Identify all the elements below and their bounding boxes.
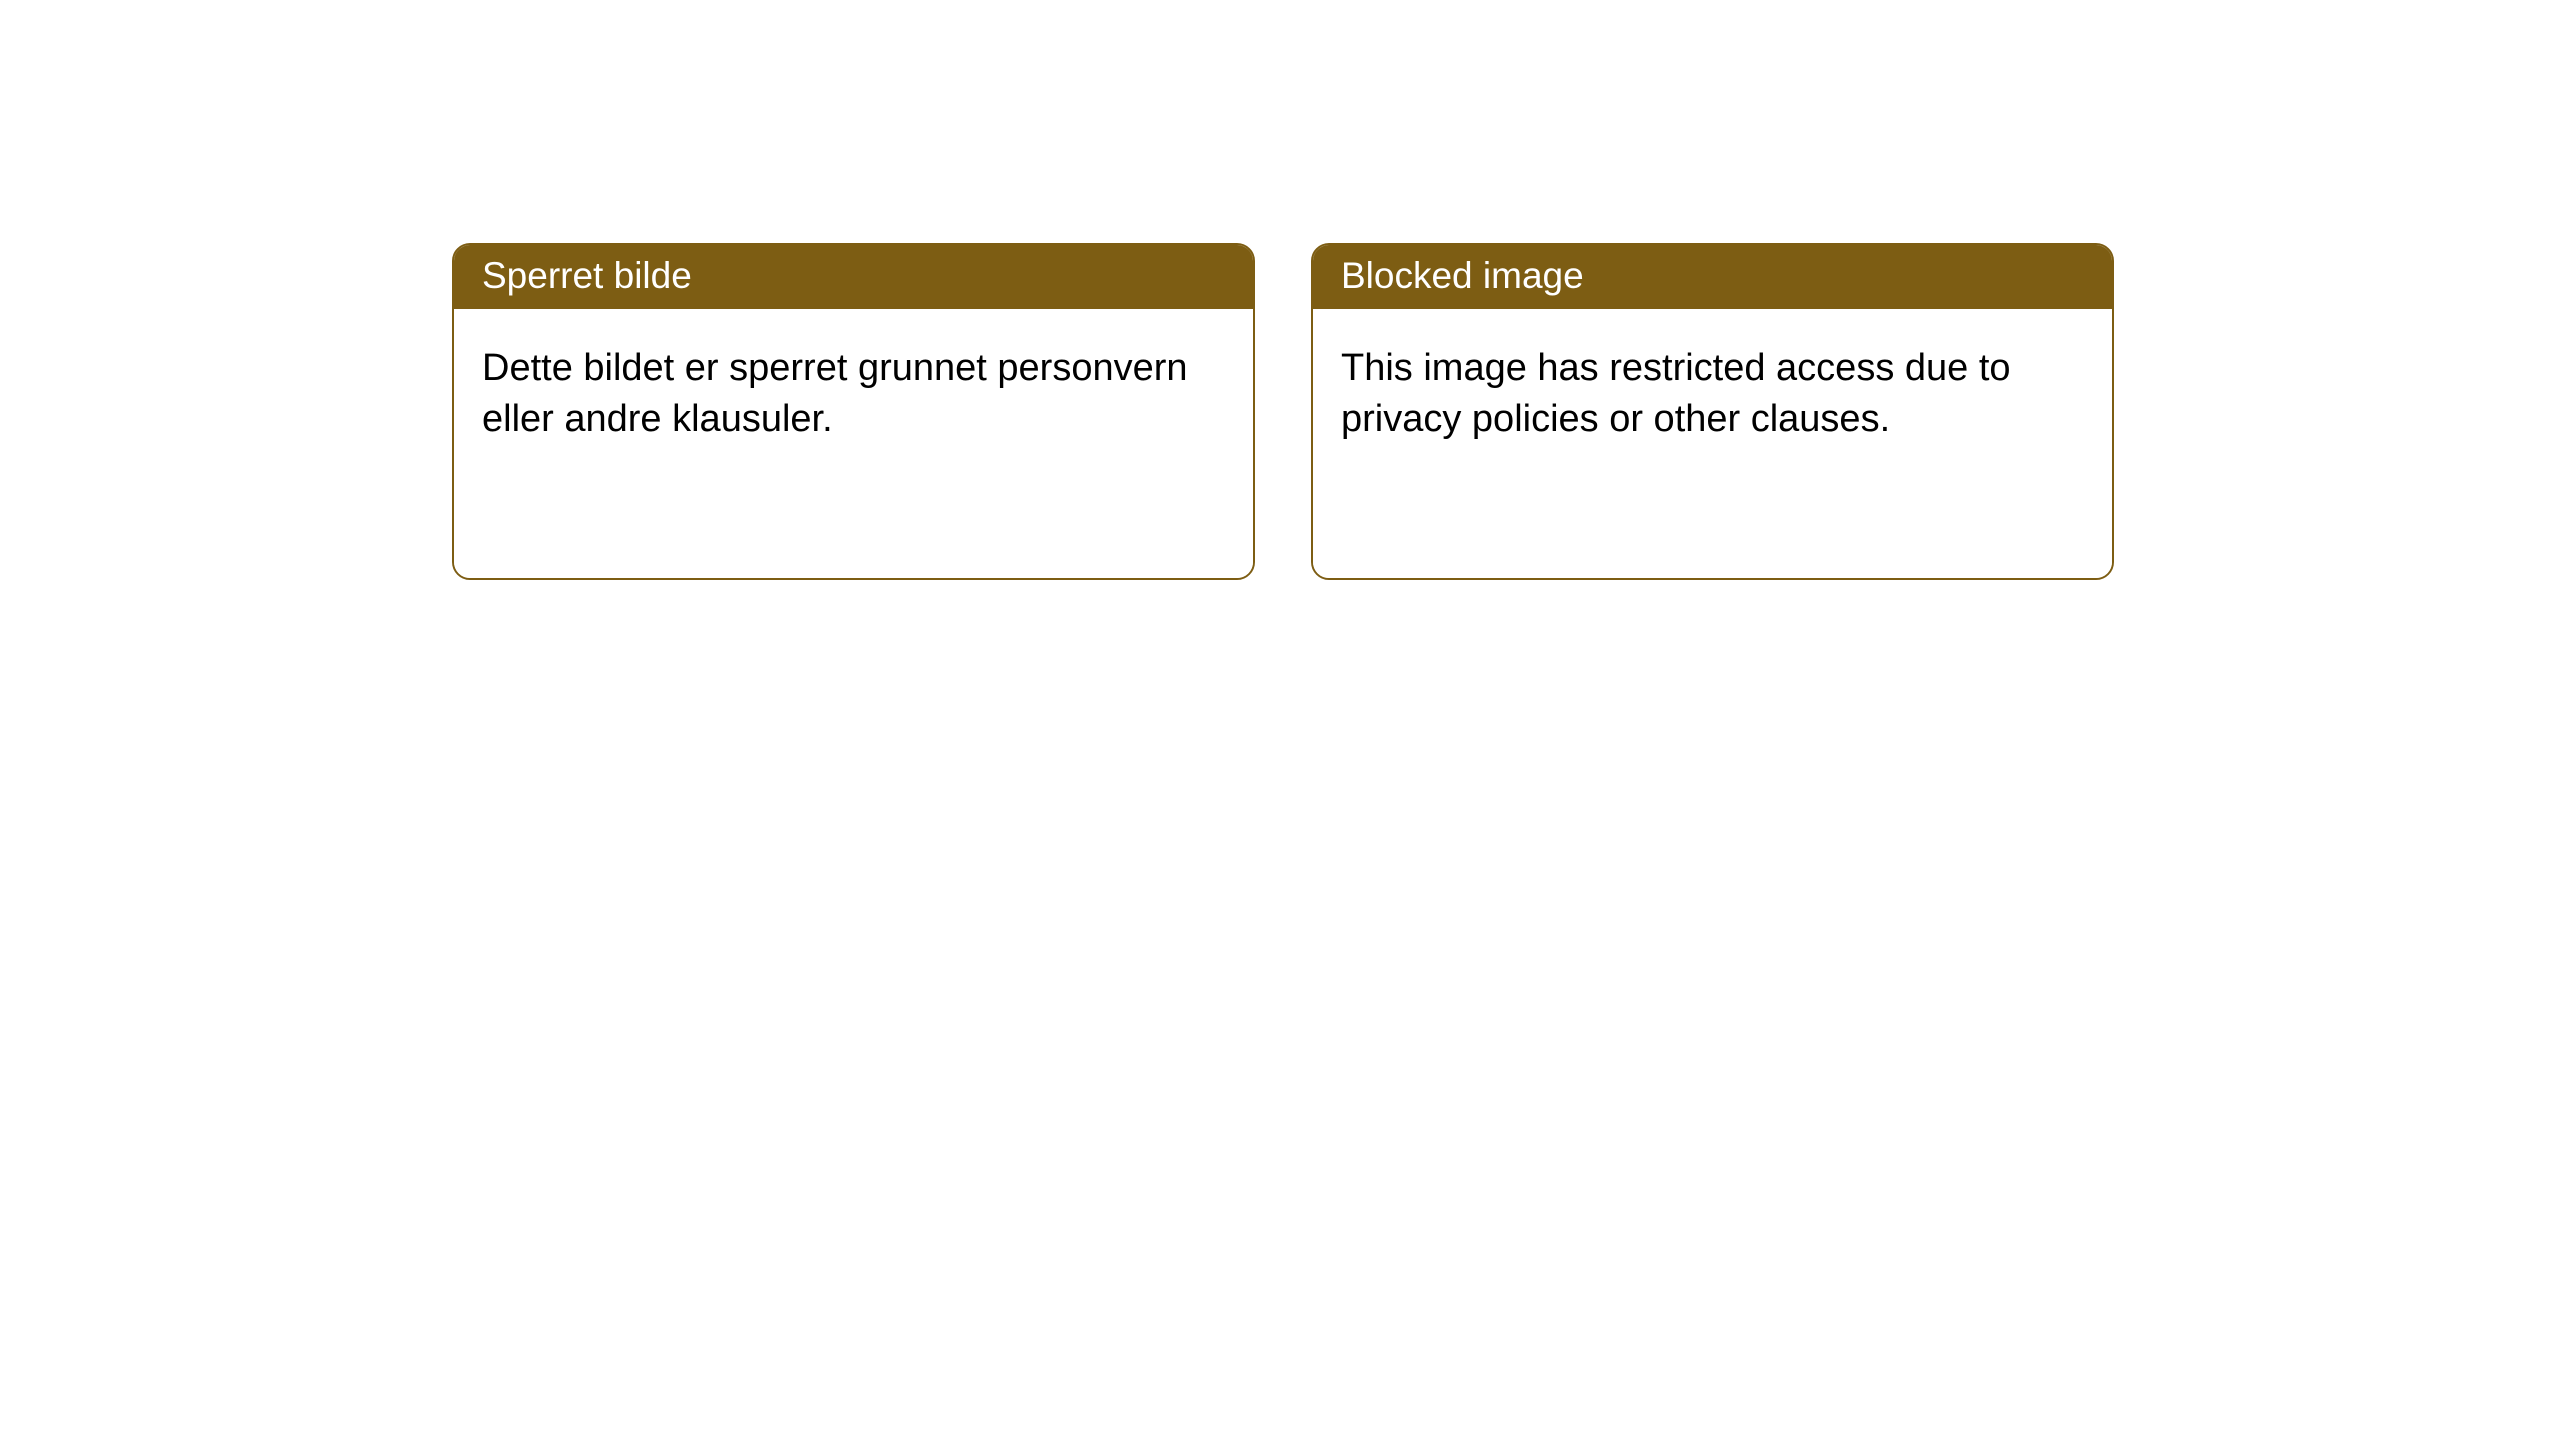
notice-container: Sperret bilde Dette bildet er sperret gr… [0,0,2560,580]
notice-title: Blocked image [1313,245,2112,309]
notice-card-norwegian: Sperret bilde Dette bildet er sperret gr… [452,243,1255,580]
notice-card-english: Blocked image This image has restricted … [1311,243,2114,580]
notice-body: Dette bildet er sperret grunnet personve… [454,309,1253,578]
notice-title: Sperret bilde [454,245,1253,309]
notice-body: This image has restricted access due to … [1313,309,2112,578]
